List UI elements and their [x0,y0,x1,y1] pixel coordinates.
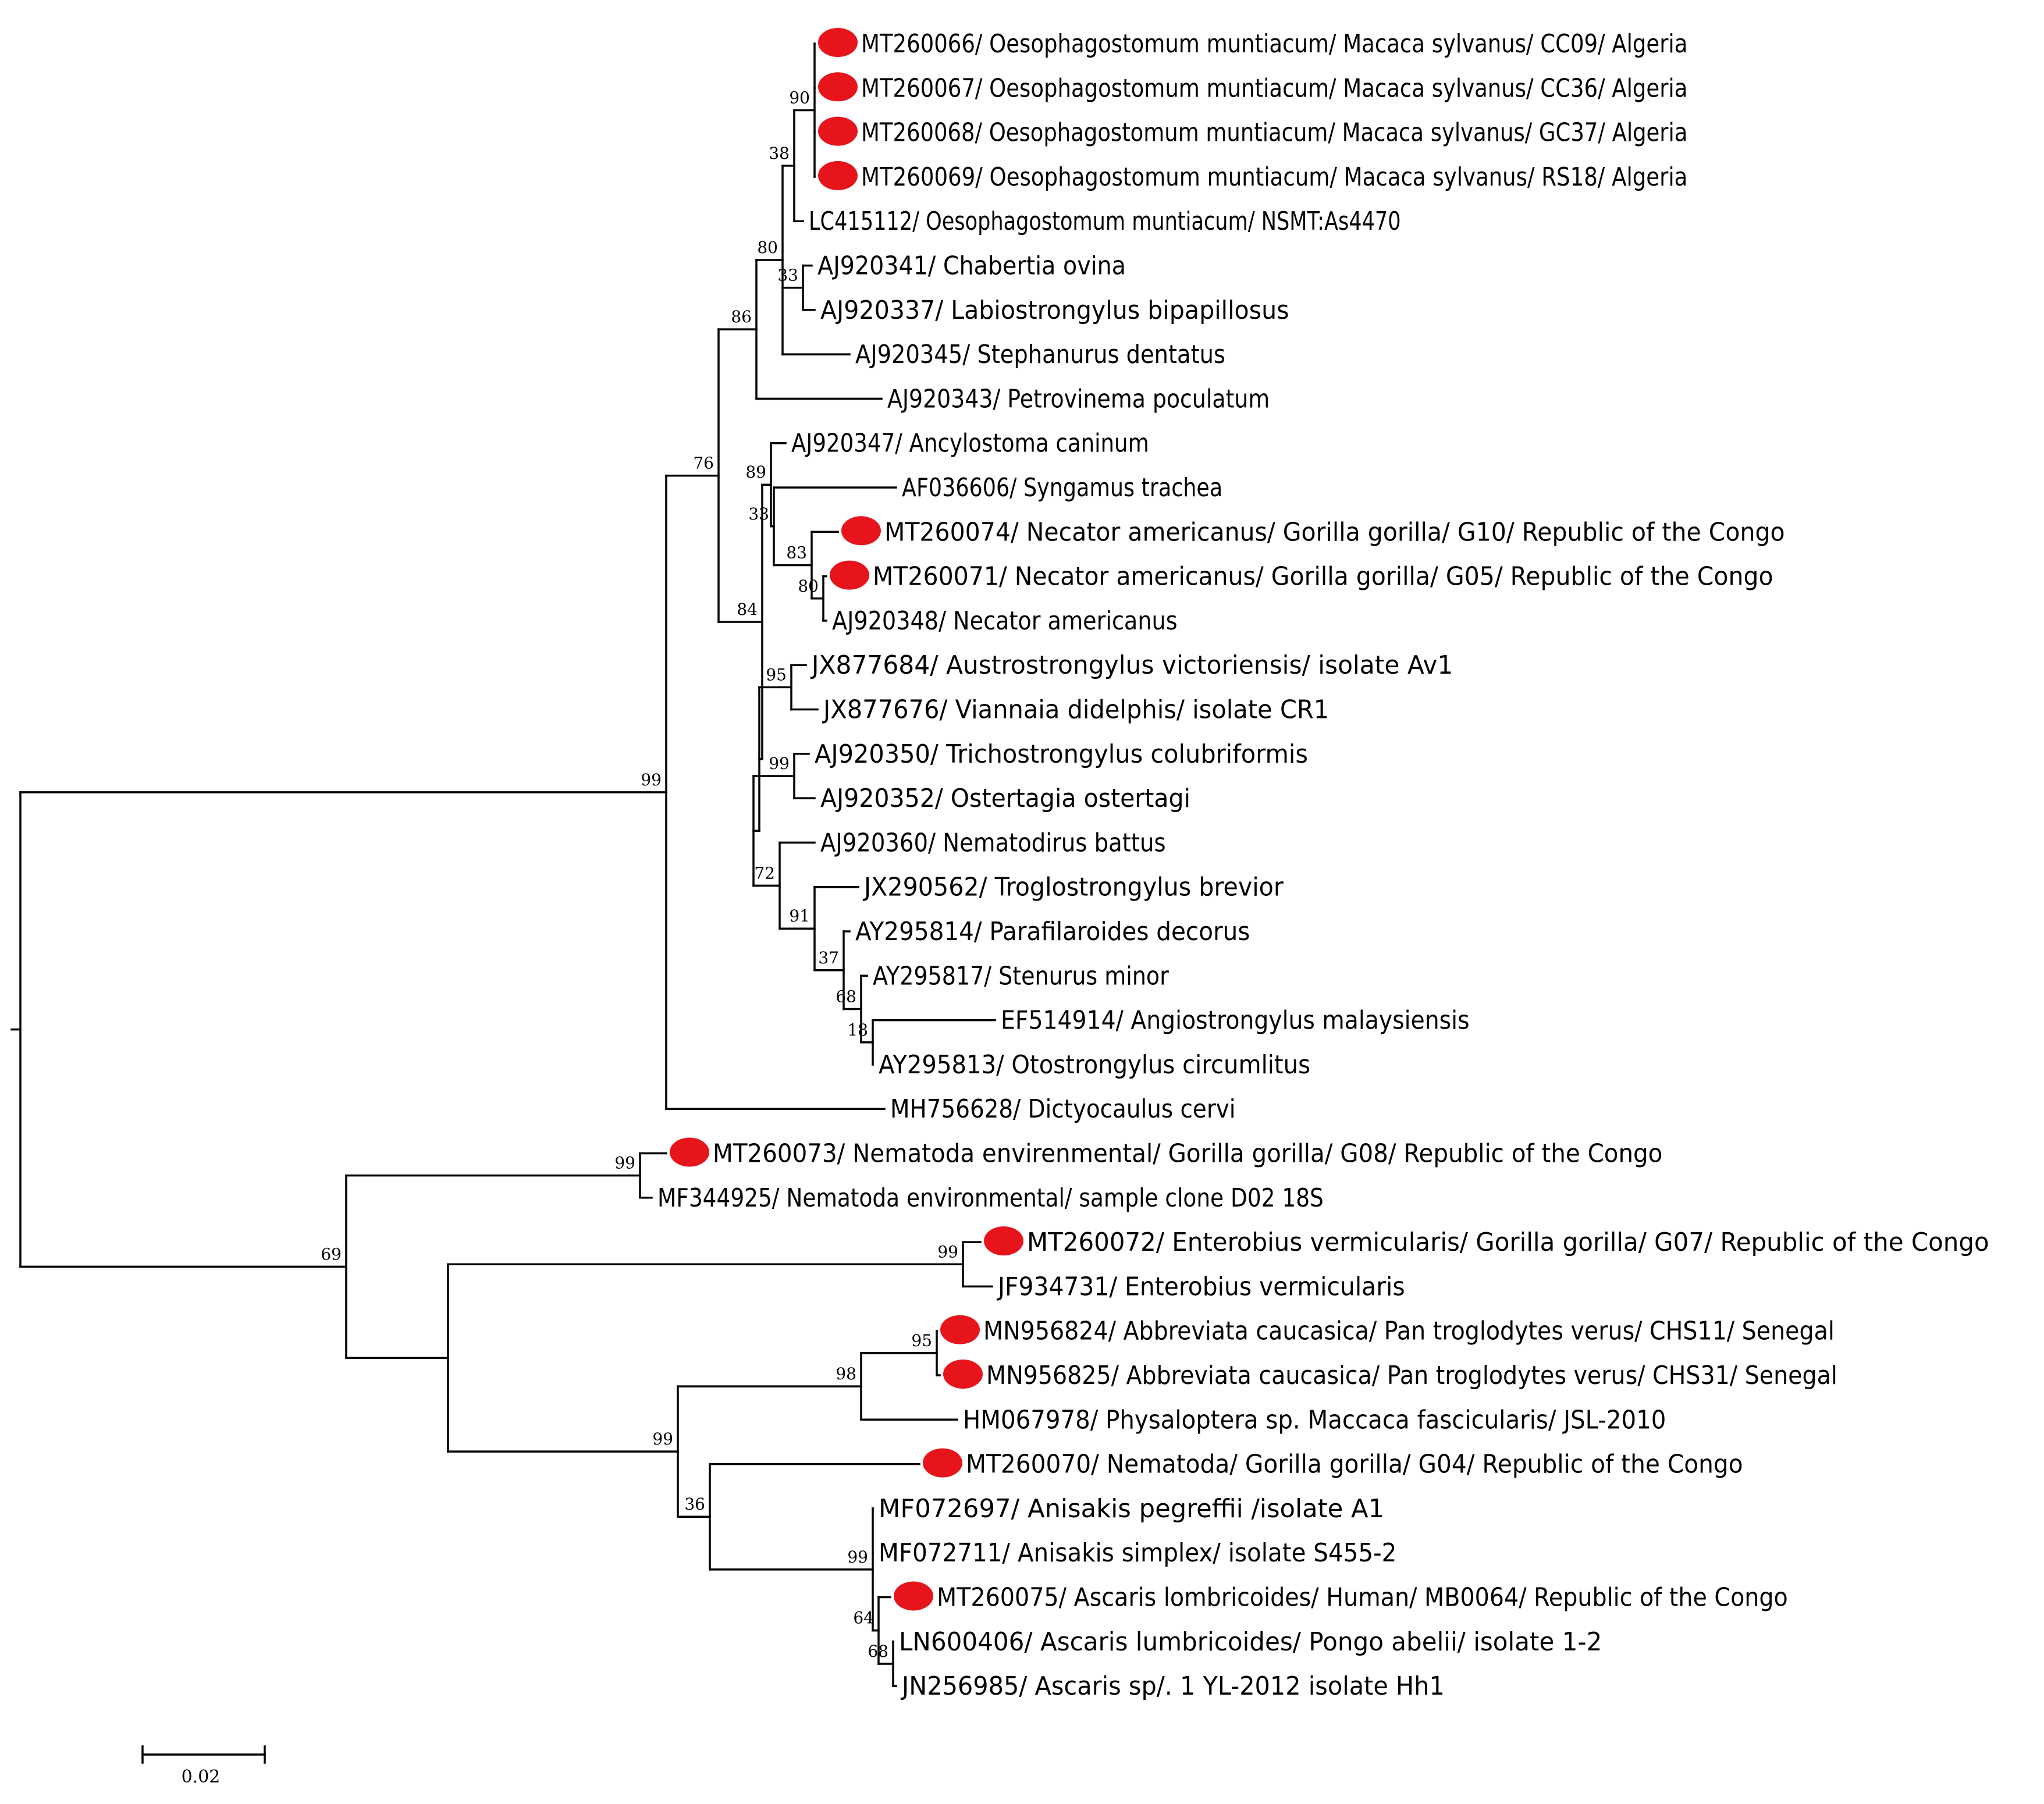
bootstrap-value: 80 [757,238,778,257]
tip-label: AJ920352/ Ostertagia ostertagi [820,784,1190,813]
tip-label: MN956824/ Abbreviata caucasica/ Pan trog… [983,1316,1835,1346]
bootstrap-value: 99 [641,770,662,789]
bootstrap-value: 99 [614,1154,635,1173]
tip-label: AF036606/ Syngamus trachea [902,473,1222,503]
bootstrap-value: 37 [818,948,839,967]
tip-label: AJ920345/ Stephanurus dentatus [855,340,1225,369]
bootstrap-value: 99 [769,754,790,773]
red-dot-marker [830,560,869,590]
tip-label: JN256985/ Ascaris sp/. 1 YL-2012 isolate… [900,1671,1445,1701]
bootstrap-value: 18 [847,1020,868,1040]
tip-label: AJ920347/ Ancylostoma caninum [791,429,1149,458]
red-dot-marker [894,1581,933,1611]
red-dot-marker [923,1448,962,1478]
bootstrap-value: 38 [769,144,790,163]
bootstrap-value: 36 [684,1495,705,1514]
tip-label: MF072711/ Anisakis simplex/ isolate S455… [879,1538,1396,1568]
bootstrap-value: 33 [777,266,798,285]
scale-bar: 0.02 [141,1745,266,1787]
tip-label: AJ920337/ Labiostrongylus bipapillosus [820,296,1289,325]
tip-label: MT260075/ Ascaris lombricoides/ Human/ M… [937,1583,1788,1613]
bootstrap-value: 69 [321,1244,342,1264]
tip-label: MT260069/ Oesophagostomum muntiacum/ Mac… [861,162,1687,192]
red-dot-marker [818,72,858,102]
tree-branches [10,42,996,1687]
tip-label: LN600406/ Ascaris lumbricoides/ Pongo ab… [899,1627,1602,1657]
red-dot-marker [670,1137,709,1167]
red-dot-marker [818,116,858,146]
red-dot-marker [984,1226,1023,1256]
tip-label: AJ920360/ Nematodirus battus [820,828,1166,857]
tip-label: MT260067/ Oesophagostomum muntiacum/ Mac… [861,73,1687,103]
bootstrap-value: 98 [836,1364,856,1383]
bootstrap-value: 64 [853,1609,874,1628]
bootstrap-value: 68 [868,1642,888,1661]
bootstrap-value: 86 [731,307,752,326]
tip-label: JF934731/ Enterobius vermicularis [996,1272,1405,1301]
tip-label: HM067978/ Physaloptera sp. Maccaca fasci… [963,1405,1666,1435]
tip-label: MT260072/ Enterobius vermicularis/ Goril… [1027,1227,1989,1257]
tip-label: MT260068/ Oesophagostomum muntiacum/ Mac… [861,118,1687,148]
tip-label: JX877676/ Viannaia didelphis/ isolate CR… [822,695,1329,725]
tip-label: MH756628/ Dictyocaulus cervi [890,1094,1236,1124]
tip-label: LC415112/ Oesophagostomum muntiacum/ NSM… [809,207,1401,236]
tip-label: MT260073/ Nematoda envirenmental/ Gorill… [713,1139,1662,1169]
tip-label: MT260066/ Oesophagostomum muntiacum/ Mac… [861,29,1687,59]
tip-label: AJ920341/ Chabertia ovina [817,251,1126,281]
tip-label: AY295814/ Parafilaroides decorus [855,917,1250,947]
scale-bar-label: 0.02 [182,1767,221,1787]
tip-label: MN956825/ Abbreviata caucasica/ Pan trog… [986,1361,1837,1390]
bootstrap-value: 99 [652,1429,673,1449]
bootstrap-value: 33 [748,504,769,524]
red-dot-marker [818,161,858,190]
tip-label: AY295813/ Otostrongylus circumlitus [879,1050,1310,1080]
bootstrap-value: 99 [937,1242,958,1261]
red-dot-marker [818,28,858,57]
bootstrap-value: 89 [745,462,766,482]
tip-label: MT260074/ Necator americanus/ Gorilla go… [884,517,1785,547]
tip-labels: MT260066/ Oesophagostomum muntiacum/ Mac… [657,29,1989,1701]
tip-label: AJ920348/ Necator americanus [832,606,1178,636]
bootstrap-value: 72 [754,863,775,883]
tip-label: MT260071/ Necator americanus/ Gorilla go… [873,562,1773,592]
bootstrap-value: 83 [786,543,807,563]
tip-label: AY295817/ Stenurus minor [873,961,1169,991]
tip-label: JX290562/ Troglostrongylus brevior [862,873,1284,902]
bootstrap-value: 68 [836,987,856,1006]
bootstrap-values: 90 38 33 80 86 80 83 33 89 95 99 18 68 37 91 72 84 76 99 99… [321,88,958,1661]
red-dot-marker [940,1315,980,1344]
tip-label: AJ920343/ Petrovinema poculatum [887,384,1270,414]
tip-label: MF344925/ Nematoda environmental/ sample… [657,1183,1324,1213]
red-dot-marker [943,1360,983,1389]
tip-markers [670,28,1023,1611]
bootstrap-value: 99 [847,1547,868,1567]
bootstrap-value: 84 [737,600,758,619]
tip-label: AJ920350/ Trichostrongylus colubriformis [815,739,1308,769]
tip-label: JX877684/ Austrostrongylus victoriensis/… [810,650,1453,680]
bootstrap-value: 80 [798,577,819,596]
bootstrap-value: 95 [911,1331,932,1350]
tip-label: MF072697/ Anisakis pegreffii /isolate A1 [879,1494,1384,1524]
red-dot-marker [841,516,881,546]
tip-label: EF514914/ Angiostrongylus malaysiensis [1001,1006,1470,1036]
bootstrap-value: 91 [789,906,810,926]
bootstrap-value: 95 [766,665,787,684]
tip-label: MT260070/ Nematoda/ Gorilla gorilla/ G04… [966,1450,1743,1479]
bootstrap-value: 76 [693,454,714,473]
bootstrap-value: 90 [789,88,810,107]
